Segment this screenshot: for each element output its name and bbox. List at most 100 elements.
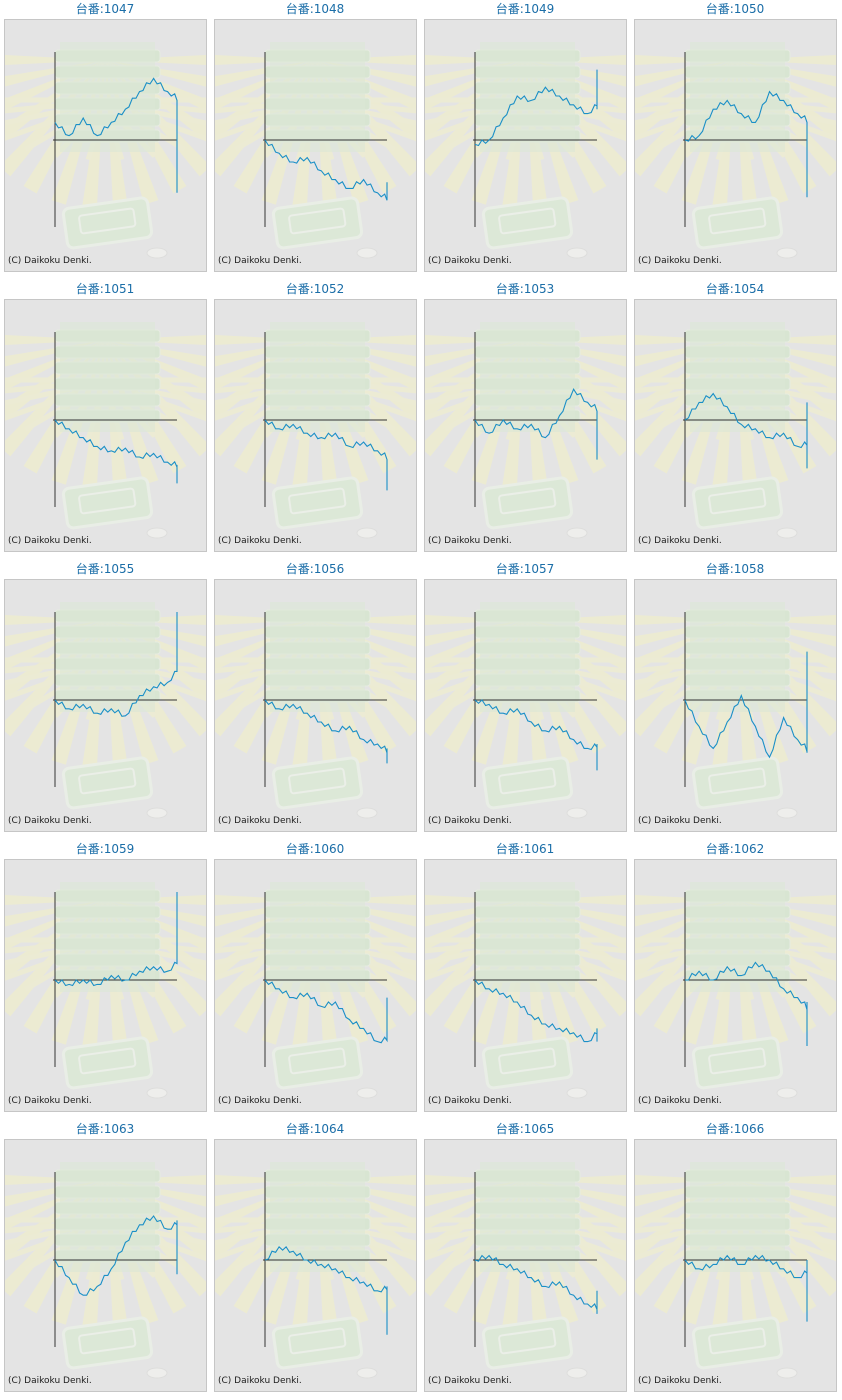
payout-series-line: [685, 961, 808, 1046]
chart-panel: (C) Daikoku Denki.: [4, 19, 207, 272]
copyright-label: (C) Daikoku Denki.: [638, 1376, 722, 1386]
payout-series-line: [54, 419, 178, 484]
machine-chart-cell: 台番:1055 (C) Daikoku Denki.: [0, 560, 210, 840]
chart-title: 台番:1063: [75, 1122, 135, 1136]
chart-svg: [215, 602, 416, 819]
machine-chart-cell: 台番:1059 (C) Daikoku Denki.: [0, 840, 210, 1120]
machine-chart-cell: 台番:1056 (C) Daikoku Denki.: [210, 560, 420, 840]
chart-panel: (C) Daikoku Denki.: [634, 579, 837, 832]
payout-series-line: [684, 1254, 808, 1322]
payout-series-line: [264, 979, 388, 1044]
chart-panel: (C) Daikoku Denki.: [424, 19, 627, 272]
background-illustration: [5, 882, 206, 1099]
chart-panel: (C) Daikoku Denki.: [634, 19, 837, 272]
payout-series-line: [54, 892, 178, 987]
background-illustration: [215, 882, 416, 1099]
copyright-label: (C) Daikoku Denki.: [428, 816, 512, 826]
copyright-label: (C) Daikoku Denki.: [428, 256, 512, 266]
payout-series-line: [54, 77, 178, 193]
payout-series-line: [264, 139, 388, 201]
chart-panel: (C) Daikoku Denki.: [214, 859, 417, 1112]
chart-title: 台番:1051: [75, 282, 135, 296]
chart-title: 台番:1054: [705, 282, 765, 296]
chart-title: 台番:1062: [705, 842, 765, 856]
chart-title: 台番:1058: [705, 562, 765, 576]
chart-title: 台番:1057: [495, 562, 555, 576]
background-illustration: [635, 602, 836, 819]
chart-panel: (C) Daikoku Denki.: [424, 859, 627, 1112]
copyright-label: (C) Daikoku Denki.: [218, 536, 302, 546]
copyright-label: (C) Daikoku Denki.: [218, 256, 302, 266]
background-illustration: [425, 42, 626, 259]
background-illustration: [215, 322, 416, 539]
copyright-label: (C) Daikoku Denki.: [638, 536, 722, 546]
chart-title: 台番:1047: [75, 2, 135, 16]
copyright-label: (C) Daikoku Denki.: [218, 1376, 302, 1386]
chart-panel: (C) Daikoku Denki.: [4, 1139, 207, 1392]
payout-series-line: [474, 979, 598, 1043]
machine-chart-cell: 台番:1050 (C) Daikoku Denki.: [630, 0, 840, 280]
background-illustration: [5, 1162, 206, 1379]
background-illustration: [215, 42, 416, 259]
machine-chart-cell: 台番:1061 (C) Daikoku Denki.: [420, 840, 630, 1120]
payout-series-line: [54, 612, 178, 717]
chart-title: 台番:1049: [495, 2, 555, 16]
chart-panel: (C) Daikoku Denki.: [424, 579, 627, 832]
chart-panel: (C) Daikoku Denki.: [4, 579, 207, 832]
chart-title: 台番:1059: [75, 842, 135, 856]
chart-svg: [215, 882, 416, 1099]
chart-title: 台番:1064: [285, 1122, 345, 1136]
chart-title: 台番:1066: [705, 1122, 765, 1136]
chart-svg: [635, 1162, 836, 1379]
chart-panel: (C) Daikoku Denki.: [634, 299, 837, 552]
chart-title: 台番:1053: [495, 282, 555, 296]
payout-series-line: [684, 651, 808, 759]
payout-series-line: [474, 699, 598, 771]
background-illustration: [425, 602, 626, 819]
machine-chart-cell: 台番:1047 (C) Daikoku Denki.: [0, 0, 210, 280]
machine-chart-cell: 台番:1062 (C) Daikoku Denki.: [630, 840, 840, 1120]
chart-title: 台番:1048: [285, 2, 345, 16]
chart-title: 台番:1056: [285, 562, 345, 576]
chart-panel: (C) Daikoku Denki.: [214, 1139, 417, 1392]
machine-chart-cell: 台番:1058 (C) Daikoku Denki.: [630, 560, 840, 840]
copyright-label: (C) Daikoku Denki.: [638, 256, 722, 266]
background-illustration: [425, 322, 626, 539]
chart-svg: [215, 322, 416, 539]
background-illustration: [5, 322, 206, 539]
chart-svg: [215, 42, 416, 259]
chart-svg: [425, 322, 626, 539]
machine-chart-cell: 台番:1049 (C) Daikoku Denki.: [420, 0, 630, 280]
background-illustration: [635, 882, 836, 1099]
chart-svg: [425, 42, 626, 259]
chart-title: 台番:1052: [285, 282, 345, 296]
copyright-label: (C) Daikoku Denki.: [428, 1096, 512, 1106]
chart-svg: [425, 882, 626, 1099]
payout-series-line: [264, 699, 388, 764]
chart-panel: (C) Daikoku Denki.: [4, 299, 207, 552]
machine-chart-cell: 台番:1065 (C) Daikoku Denki.: [420, 1120, 630, 1400]
chart-svg: [425, 602, 626, 819]
chart-panel: (C) Daikoku Denki.: [634, 859, 837, 1112]
machine-chart-cell: 台番:1048 (C) Daikoku Denki.: [210, 0, 420, 280]
machine-chart-cell: 台番:1054 (C) Daikoku Denki.: [630, 280, 840, 560]
chart-svg: [5, 882, 206, 1099]
chart-svg: [5, 602, 206, 819]
chart-panel: (C) Daikoku Denki.: [214, 299, 417, 552]
chart-svg: [5, 322, 206, 539]
chart-title: 台番:1055: [75, 562, 135, 576]
payout-series-line: [684, 90, 808, 198]
copyright-label: (C) Daikoku Denki.: [8, 816, 92, 826]
copyright-label: (C) Daikoku Denki.: [638, 1096, 722, 1106]
payout-series-line: [474, 388, 598, 460]
chart-title: 台番:1065: [495, 1122, 555, 1136]
copyright-label: (C) Daikoku Denki.: [428, 1376, 512, 1386]
machine-chart-cell: 台番:1064 (C) Daikoku Denki.: [210, 1120, 420, 1400]
copyright-label: (C) Daikoku Denki.: [218, 1096, 302, 1106]
background-illustration: [215, 602, 416, 819]
machine-chart-cell: 台番:1051 (C) Daikoku Denki.: [0, 280, 210, 560]
payout-series-line: [54, 1215, 178, 1296]
copyright-label: (C) Daikoku Denki.: [8, 1376, 92, 1386]
payout-series-line: [264, 419, 388, 491]
